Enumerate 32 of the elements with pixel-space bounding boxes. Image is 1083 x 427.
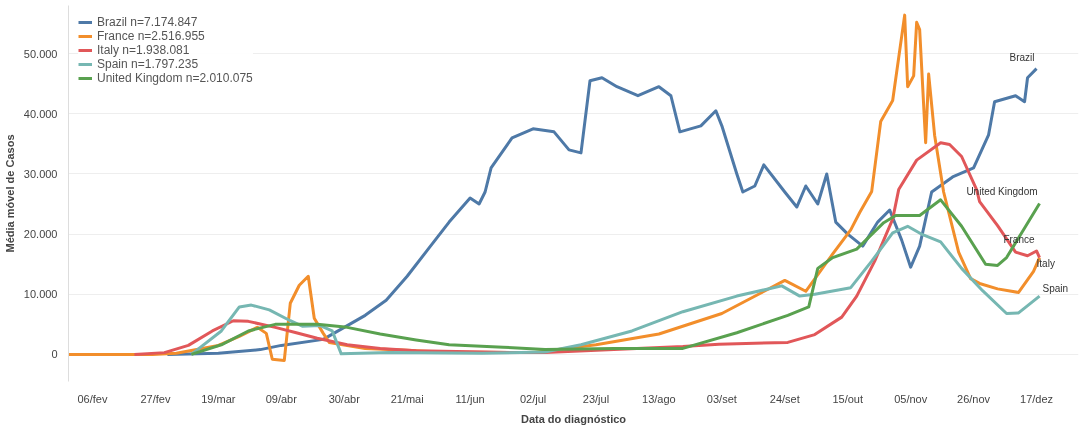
annotation: Spain [1042,283,1069,295]
x-tick-label: 24/set [769,392,800,405]
annotation: Italy [1036,258,1055,270]
x-tick-label: 19/mar [201,392,236,405]
legend-label: United Kingdom n=2.010.075 [97,71,253,85]
x-tick-label: 03/set [706,392,737,405]
x-axis-title: Data do diagnóstico [520,412,627,425]
legend-label: Brazil n=7.174.847 [97,15,198,29]
x-tick-label: 26/nov [957,392,991,405]
x-tick-label: 30/abr [328,392,361,405]
x-tick-label: 13/ago [642,392,676,405]
legend-label: Spain n=1.797.235 [97,57,199,71]
x-tick-label: 09/abr [265,392,298,405]
annotation: Brazil [1009,51,1035,63]
legend-label: France n=2.516.955 [97,29,205,43]
x-tick-label: 11/jun [455,392,485,405]
y-axis-title: Média móvel de Casos [3,134,16,253]
y-tick-label: 10.000 [23,288,58,301]
x-tick-label: 06/fev [77,392,108,405]
x-tick-label: 23/jul [582,392,610,405]
x-tick-label: 27/fev [140,392,171,405]
y-tick-label: 40.000 [23,107,58,120]
y-tick-label: 30.000 [23,167,58,180]
x-tick-label: 15/out [832,392,864,405]
x-tick-label: 02/jul [519,392,547,405]
y-tick-label: 0 [51,348,58,361]
y-tick-label: 50.000 [23,47,58,60]
x-tick-label: 05/nov [894,392,928,405]
x-tick-label: 21/mai [390,392,424,405]
y-tick-label: 20.000 [23,228,58,241]
legend-label: Italy n=1.938.081 [97,43,190,57]
x-tick-label: 17/dez [1020,392,1054,405]
